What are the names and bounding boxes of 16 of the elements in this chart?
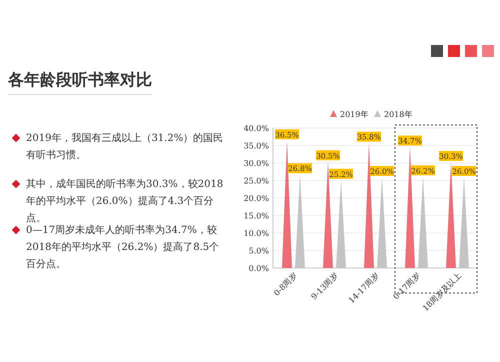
y-tick-label: 25.0% bbox=[244, 176, 270, 186]
text: 其中，成年国民的听书率为30.3%，较2018年的平均水平（26.0%）提高了4.3个百分点。 bbox=[26, 179, 224, 224]
y-tick-label: 10.0% bbox=[244, 229, 270, 238]
y-tick-label: 35.0% bbox=[244, 142, 270, 150]
text: 各年龄段听书率对比 bbox=[8, 70, 152, 95]
y-tick-label: 30.0% bbox=[244, 159, 270, 168]
x-tick-label: 0-8周岁 bbox=[272, 271, 299, 298]
legend-label: 2019年 bbox=[340, 110, 368, 119]
y-tick-label: 15.0% bbox=[244, 212, 270, 220]
y-tick-label: 5.0% bbox=[248, 246, 270, 256]
y-tick-label: 20.0% bbox=[244, 194, 270, 203]
y-tick-label: 40.0% bbox=[244, 124, 270, 133]
text: 0—17周岁未成年人的听书率为34.7%，较2018年的平均水平（26.2%）提高了8.5个百分点。 bbox=[26, 225, 220, 270]
text: 2019年，我国有三成以上（31.2%）的国民有听书习惯。 bbox=[26, 132, 224, 163]
y-tick-label: 0.0% bbox=[248, 264, 270, 273]
legend-label: 2018年 bbox=[384, 110, 412, 119]
